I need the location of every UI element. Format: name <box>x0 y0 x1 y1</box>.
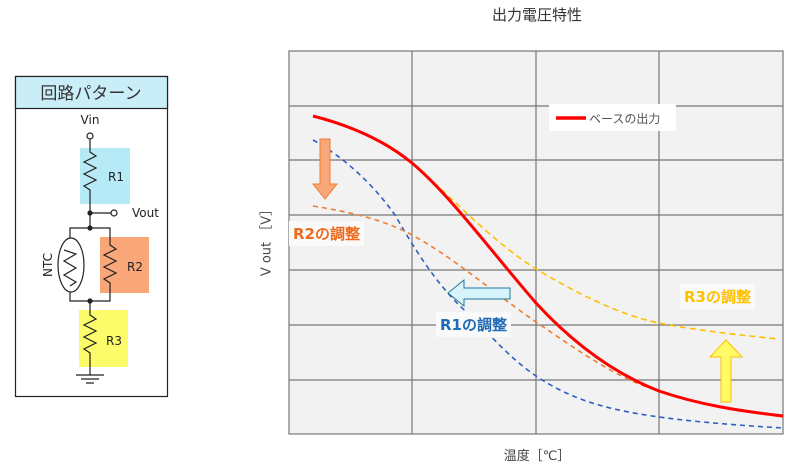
r3-adjust-label: R3の調整 <box>680 284 755 309</box>
base-output-curve <box>312 114 784 418</box>
vout-label: Vout <box>132 206 159 220</box>
r1-label: R1 <box>108 170 124 184</box>
legend-label: ベースの出力 <box>589 112 660 126</box>
x-axis-label: 温度［℃］ <box>503 449 571 464</box>
r1-adjusted-curve <box>312 139 784 429</box>
circuit-diagram: 回路パターン Vin Vout R1 R2 R3 NTC <box>14 75 169 398</box>
circuit-header-title: 回路パターン <box>40 84 141 104</box>
r2-label: R2 <box>127 260 143 274</box>
r3-adjusted-curve <box>312 115 779 340</box>
vin-label: Vin <box>81 113 100 127</box>
r2-down-arrow-icon <box>311 138 339 200</box>
r1-adjust-label: R1の調整 <box>436 312 511 337</box>
r3-up-arrow-icon <box>708 339 744 403</box>
circuit-nodes <box>87 210 93 304</box>
circuit-header <box>14 75 169 110</box>
chart-title: 出力電圧特性 <box>491 6 582 24</box>
r1-left-arrow-icon <box>447 278 511 308</box>
r2-adjust-label: R2の調整 <box>289 221 364 246</box>
circuit-wires <box>57 132 118 384</box>
ntc-label: NTC <box>41 253 55 277</box>
r3-label: R3 <box>106 334 122 348</box>
